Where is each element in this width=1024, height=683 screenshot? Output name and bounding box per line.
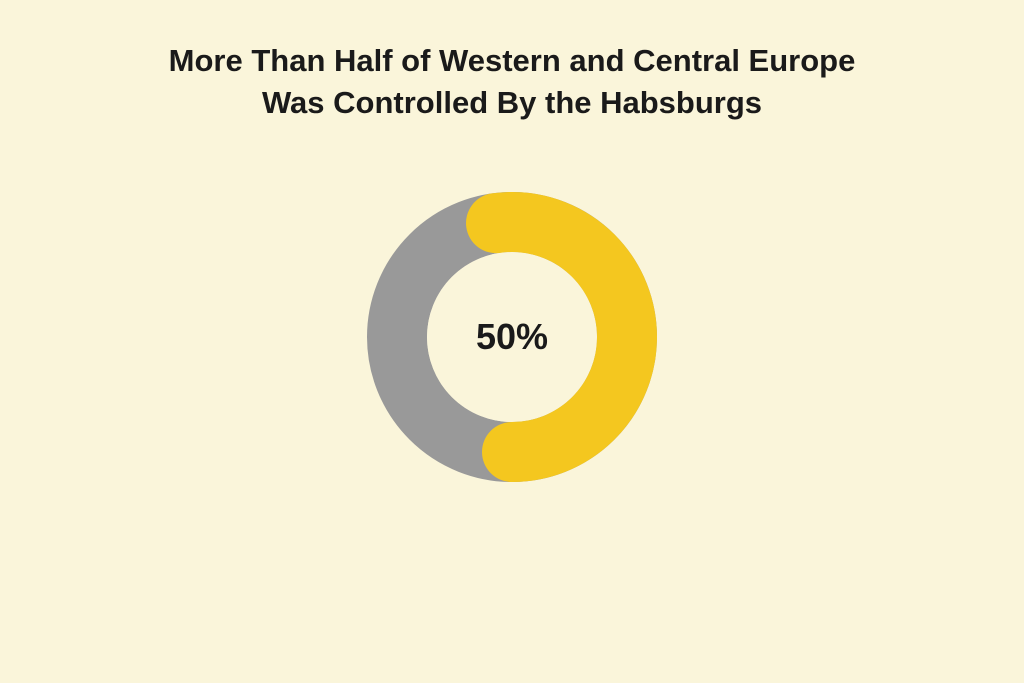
center-percentage-label: 50%	[476, 316, 548, 358]
donut-chart: 50%	[367, 192, 657, 482]
page-title: More Than Half of Western and Central Eu…	[142, 40, 882, 124]
